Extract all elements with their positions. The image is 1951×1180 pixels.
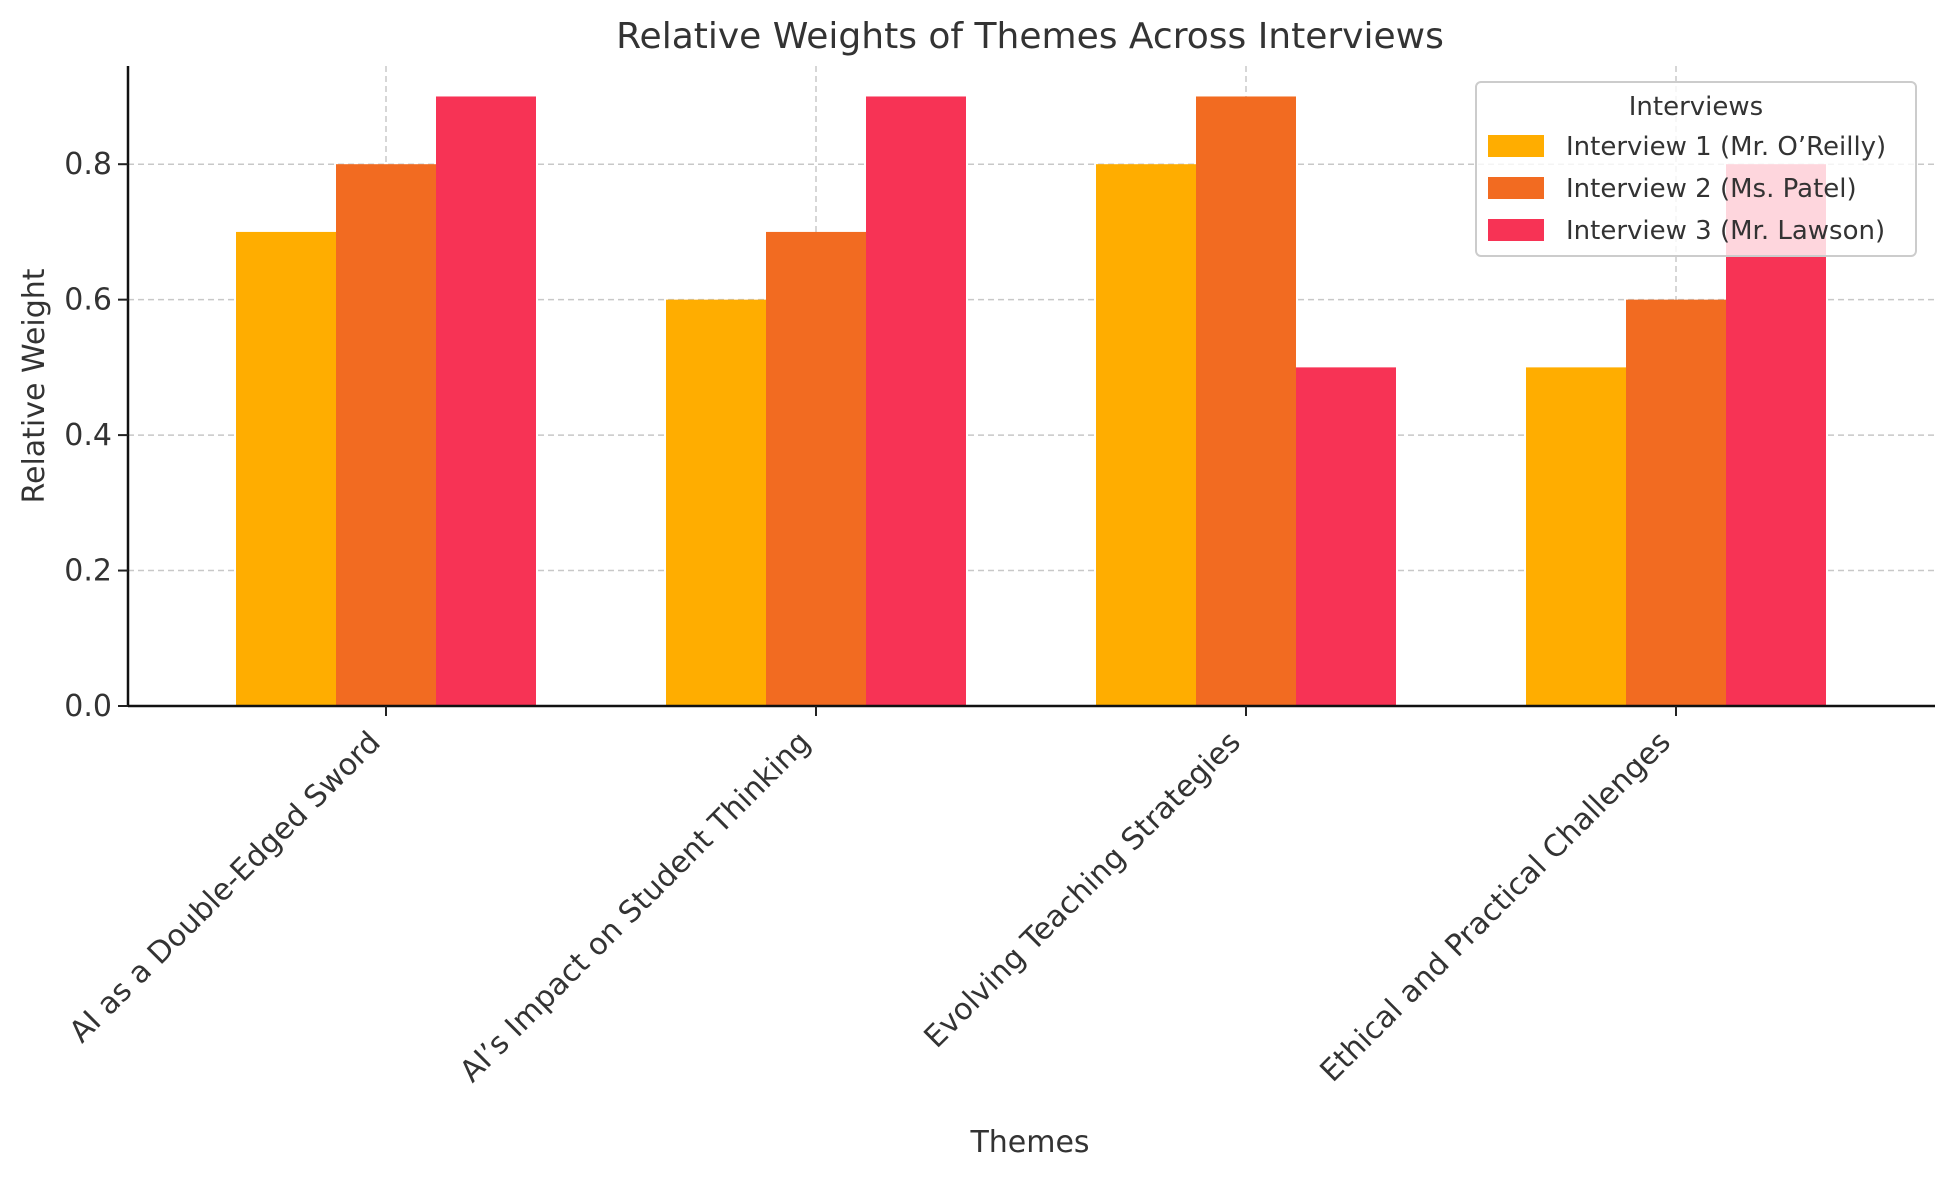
bar-series-1-cat-4 [1526,367,1626,706]
axes [126,66,1935,708]
legend-items: Interview 1 (Mr. O’Reilly) Interview 2 (M… [1488,132,1886,246]
y-tick-label: 0.0 [64,689,112,724]
bar-series-3-cat-1 [436,96,536,706]
y-tick-label: 0.2 [64,554,112,589]
chart-title: Relative Weights of Themes Across Interv… [616,16,1444,57]
legend-label: Interview 2 (Ms. Patel) [1566,174,1857,204]
x-axis-title: Themes [969,1125,1089,1160]
legend: Interviews Interview 1 (Mr. O’Reilly)Int… [1475,81,1917,257]
y-ticks: 0.0 0.2 0.4 0.6 0.8 [64,147,128,724]
bar-series-1-cat-3 [1096,164,1196,707]
y-tick-label: 0.4 [64,418,112,453]
bar-series-1-cat-2 [666,299,766,706]
legend-label: Interview 1 (Mr. O’Reilly) [1566,132,1886,162]
x-tick-label: AI as a Double-Edged Sword [63,725,388,1050]
x-tick-label: AI’s Impact on Student Thinking [453,725,817,1089]
legend-label: Interview 3 (Mr. Lawson) [1566,216,1885,246]
legend-swatch [1488,177,1544,199]
y-tick-label: 0.6 [64,283,112,318]
legend-title: Interviews [1629,92,1763,122]
y-tick-label: 0.8 [64,147,112,182]
x-tick-label: Evolving Teaching Strategies [918,725,1248,1055]
bar-series-2-cat-2 [766,231,866,707]
bar-series-3-cat-2 [866,96,966,706]
legend-swatch [1488,135,1544,157]
legend-swatch [1488,219,1544,241]
bar-series-2-cat-3 [1196,96,1296,706]
legend-box [1475,81,1917,257]
bar-series-2-cat-1 [336,164,436,707]
bar-series-2-cat-4 [1626,299,1726,706]
bar-series-3-cat-3 [1296,367,1396,706]
bar-series-1-cat-1 [236,231,336,707]
x-tick-label: Ethical and Practical Challenges [1313,725,1677,1089]
y-axis-title: Relative Weight [17,268,52,503]
x-ticks: AI as a Double-Edged Sword AI’s Impact on… [63,706,1678,1089]
